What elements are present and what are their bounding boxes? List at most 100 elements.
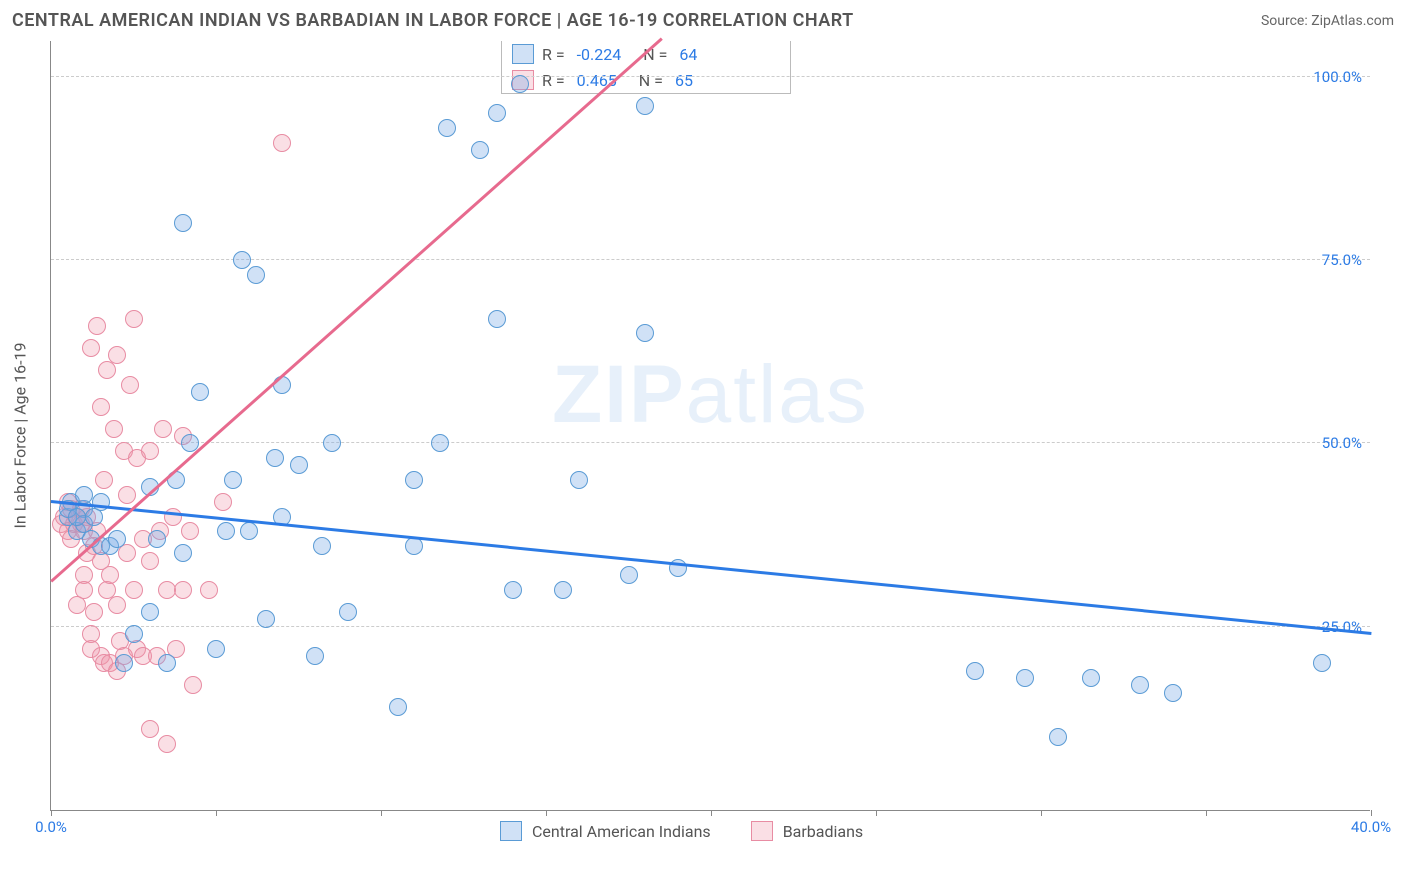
x-tick — [216, 810, 217, 816]
data-point-blue — [207, 640, 225, 658]
data-point-pink — [141, 720, 159, 738]
gridline — [51, 76, 1370, 77]
data-point-blue — [966, 662, 984, 680]
x-tick — [1371, 810, 1372, 816]
data-point-blue — [570, 471, 588, 489]
data-point-blue — [471, 141, 489, 159]
data-point-blue — [240, 522, 258, 540]
data-point-blue — [620, 566, 638, 584]
trend-line-pink — [50, 38, 662, 583]
legend-swatch-blue — [500, 821, 522, 841]
y-tick-label: 75.0% — [1322, 251, 1362, 269]
y-axis-label: In Labor Force | Age 16-19 — [11, 342, 30, 528]
data-point-blue — [92, 493, 110, 511]
legend-swatch-pink — [751, 821, 773, 841]
x-tick — [381, 810, 382, 816]
data-point-pink — [214, 493, 232, 511]
data-point-blue — [1016, 669, 1034, 687]
data-point-blue — [75, 486, 93, 504]
chart-source: Source: ZipAtlas.com — [1261, 13, 1394, 29]
data-point-pink — [82, 339, 100, 357]
data-point-blue — [217, 522, 235, 540]
data-point-blue — [636, 97, 654, 115]
data-point-pink — [75, 581, 93, 599]
data-point-pink — [101, 566, 119, 584]
x-tick — [876, 810, 877, 816]
data-point-blue — [1164, 684, 1182, 702]
data-point-blue — [174, 214, 192, 232]
data-point-pink — [92, 398, 110, 416]
chart-area: In Labor Force | Age 16-19 ZIPatlas R = … — [50, 41, 1394, 811]
data-point-blue — [554, 581, 572, 599]
data-point-pink — [164, 508, 182, 526]
data-point-pink — [174, 581, 192, 599]
x-tick-label: 0.0% — [35, 818, 67, 836]
data-point-pink — [200, 581, 218, 599]
x-tick — [1206, 810, 1207, 816]
data-point-pink — [141, 552, 159, 570]
data-point-blue — [125, 625, 143, 643]
data-point-pink — [121, 376, 139, 394]
data-point-pink — [184, 676, 202, 694]
data-point-pink — [88, 317, 106, 335]
r-value-pink: 0.465 — [577, 71, 617, 90]
data-point-blue — [115, 654, 133, 672]
n-label: N = — [643, 45, 667, 64]
trend-line-blue — [51, 500, 1371, 634]
data-point-pink — [181, 522, 199, 540]
data-point-blue — [108, 530, 126, 548]
watermark-light: atlas — [686, 349, 869, 440]
data-point-pink — [158, 581, 176, 599]
r-value-blue: -0.224 — [577, 45, 622, 64]
x-tick — [711, 810, 712, 816]
data-point-blue — [224, 471, 242, 489]
data-point-blue — [339, 603, 357, 621]
data-point-blue — [306, 647, 324, 665]
data-point-blue — [141, 603, 159, 621]
data-point-blue — [488, 104, 506, 122]
watermark: ZIPatlas — [552, 348, 869, 442]
gridline — [51, 442, 1370, 443]
data-point-blue — [247, 266, 265, 284]
watermark-bold: ZIP — [552, 349, 686, 440]
data-point-blue — [1313, 654, 1331, 672]
chart-title: CENTRAL AMERICAN INDIAN VS BARBADIAN IN … — [12, 10, 854, 31]
r-label: R = — [542, 45, 565, 64]
x-tick — [1041, 810, 1042, 816]
data-point-blue — [68, 508, 86, 526]
data-point-blue — [233, 251, 251, 269]
data-point-pink — [85, 603, 103, 621]
n-label: N = — [639, 71, 663, 90]
data-point-pink — [125, 310, 143, 328]
data-point-blue — [488, 310, 506, 328]
data-point-pink — [108, 346, 126, 364]
data-point-pink — [82, 625, 100, 643]
data-point-pink — [273, 134, 291, 152]
data-point-pink — [141, 442, 159, 460]
scatter-plot: ZIPatlas R = -0.224 N = 64 R = 0.465 N =… — [50, 41, 1370, 811]
data-point-pink — [125, 581, 143, 599]
y-tick-label: 100.0% — [1313, 68, 1362, 86]
data-point-blue — [1082, 669, 1100, 687]
legend-label-pink: Barbadians — [783, 822, 864, 841]
data-point-blue — [148, 530, 166, 548]
data-point-blue — [389, 698, 407, 716]
data-point-blue — [158, 654, 176, 672]
data-point-pink — [118, 486, 136, 504]
chart-header: CENTRAL AMERICAN INDIAN VS BARBADIAN IN … — [0, 0, 1406, 37]
x-tick — [546, 810, 547, 816]
data-point-blue — [257, 610, 275, 628]
data-point-blue — [313, 537, 331, 555]
data-point-blue — [1131, 676, 1149, 694]
data-point-blue — [323, 434, 341, 452]
y-tick-label: 50.0% — [1322, 434, 1362, 452]
data-point-blue — [405, 471, 423, 489]
data-point-blue — [431, 434, 449, 452]
swatch-blue — [512, 44, 534, 64]
data-point-pink — [108, 596, 126, 614]
data-point-blue — [266, 449, 284, 467]
data-point-pink — [158, 735, 176, 753]
data-point-blue — [636, 324, 654, 342]
data-point-pink — [105, 420, 123, 438]
data-point-blue — [438, 119, 456, 137]
